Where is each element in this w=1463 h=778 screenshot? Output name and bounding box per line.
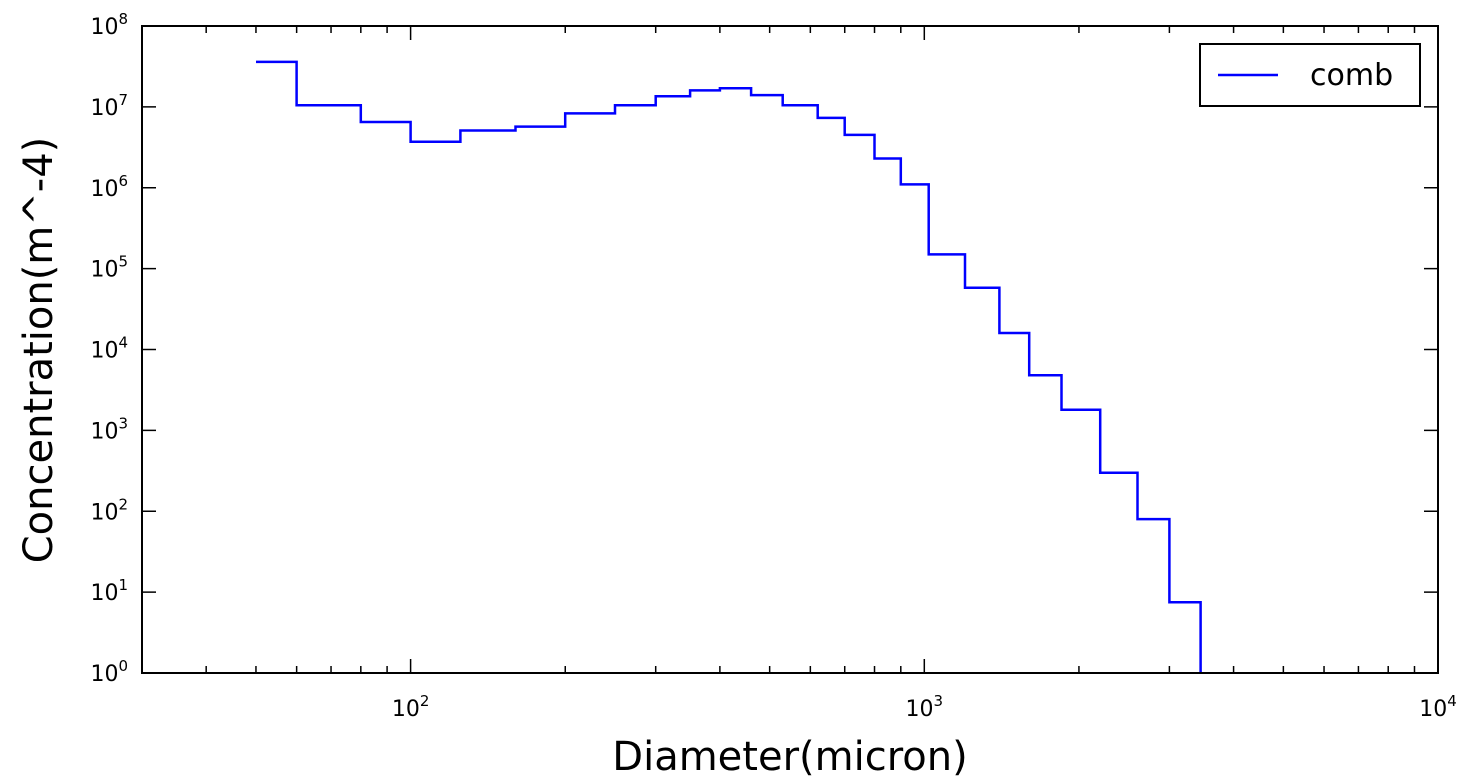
legend: comb — [1199, 43, 1421, 107]
x-tick-label: 102 — [392, 692, 430, 722]
series-line-comb — [256, 60, 1202, 673]
x-tick-label: 104 — [1419, 692, 1457, 722]
y-tick-label: 101 — [90, 576, 128, 606]
x-axis-title: Diameter(micron) — [612, 734, 967, 778]
x-tick-label: 103 — [906, 692, 944, 722]
y-tick-label: 107 — [90, 91, 128, 121]
y-tick-label: 103 — [90, 414, 128, 444]
y-axis-title: Concentration(m^-4) — [16, 137, 62, 564]
y-tick-label: 100 — [90, 657, 128, 687]
y-tick-label: 102 — [90, 495, 128, 525]
y-tick-label: 105 — [90, 253, 128, 283]
y-tick-label: 104 — [90, 334, 128, 364]
series-layer — [256, 60, 1202, 673]
y-tick-label: 106 — [90, 172, 128, 202]
y-tick-label: 108 — [90, 10, 128, 40]
plot-frame — [141, 25, 1439, 674]
axes-layer: 102 103 104 100 101 102 103 104 105 106 107 108 — [90, 10, 1456, 722]
legend-label-comb: comb — [1310, 58, 1393, 93]
